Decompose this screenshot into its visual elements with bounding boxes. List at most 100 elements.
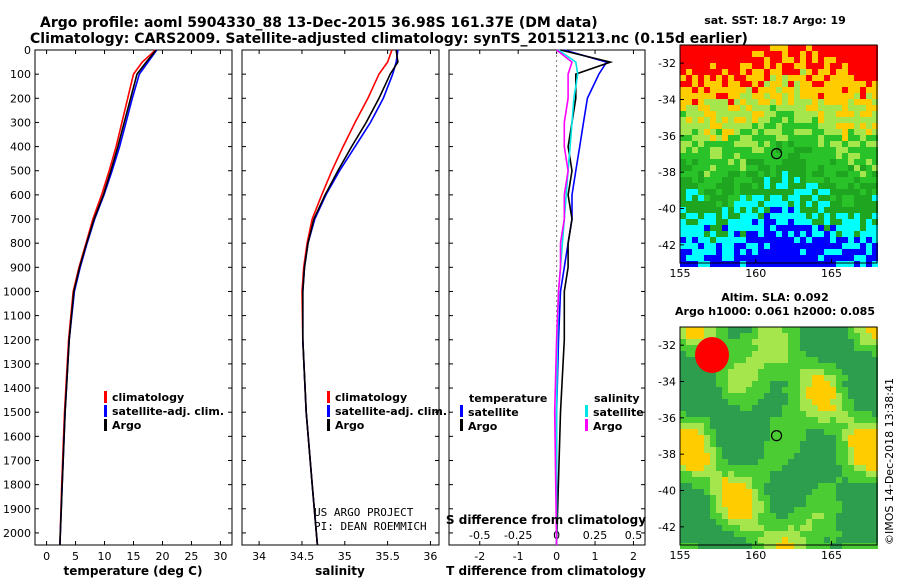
map-cell xyxy=(758,381,764,387)
map-cell xyxy=(752,441,758,447)
map-cell xyxy=(782,369,788,375)
map-cell xyxy=(776,45,782,51)
legend-label-satellite: satellite-adj. clim. xyxy=(112,405,224,418)
map-cell xyxy=(764,327,770,333)
map-cell xyxy=(788,507,794,513)
map-cell xyxy=(872,429,878,435)
map-cell xyxy=(680,525,686,531)
map-cell xyxy=(842,441,848,447)
map-cell xyxy=(782,177,788,183)
map-cell xyxy=(722,519,728,525)
map-cell xyxy=(758,387,764,393)
map-cell xyxy=(830,117,836,123)
title-line-1: Argo profile: aoml 5904330_88 13-Dec-201… xyxy=(40,15,598,31)
depth-tick-label: 1700 xyxy=(3,454,31,467)
map-cell xyxy=(746,417,752,423)
map-cell xyxy=(836,165,842,171)
map-cell xyxy=(812,525,818,531)
map-cell xyxy=(686,453,692,459)
map-cell xyxy=(836,237,842,243)
map-cell xyxy=(782,141,788,147)
map-cell xyxy=(800,501,806,507)
map-cell xyxy=(818,453,824,459)
map-cell xyxy=(818,417,824,423)
map-cell xyxy=(752,213,758,219)
map-cell xyxy=(764,459,770,465)
map-cell xyxy=(776,531,782,537)
map-cell xyxy=(806,369,812,375)
map-cell xyxy=(686,237,692,243)
map-cell xyxy=(806,513,812,519)
map-cell xyxy=(746,537,752,543)
map-cell xyxy=(824,459,830,465)
map-cell xyxy=(794,75,800,81)
map-cell xyxy=(734,165,740,171)
map-cell xyxy=(788,477,794,483)
map-cell xyxy=(854,231,860,237)
map-cell xyxy=(692,471,698,477)
map-cell xyxy=(704,381,710,387)
map-cell xyxy=(698,369,704,375)
map-cell xyxy=(710,483,716,489)
sla-map-subtitle: Argo h1000: 0.061 h2000: 0.085 xyxy=(675,305,875,318)
map-cell xyxy=(788,489,794,495)
map-cell xyxy=(734,147,740,153)
map-cell xyxy=(794,123,800,129)
map-cell xyxy=(704,495,710,501)
map-cell xyxy=(836,207,842,213)
map-cell xyxy=(788,537,794,543)
map-cell xyxy=(728,213,734,219)
map-cell xyxy=(812,543,818,549)
map-cell xyxy=(752,45,758,51)
map-cell xyxy=(686,93,692,99)
map-cell xyxy=(788,471,794,477)
map-cell xyxy=(740,261,746,267)
map-cell xyxy=(812,495,818,501)
x-tick-label: 15 xyxy=(127,550,141,563)
map-cell xyxy=(698,531,704,537)
map-cell xyxy=(788,201,794,207)
map-cell xyxy=(758,81,764,87)
map-cell xyxy=(800,411,806,417)
argo-location-marker xyxy=(770,148,783,160)
map-cell xyxy=(788,207,794,213)
map-cell xyxy=(686,165,692,171)
map-cell xyxy=(794,93,800,99)
map-cell xyxy=(710,183,716,189)
map-cell xyxy=(704,201,710,207)
map-cell xyxy=(686,429,692,435)
map-cell xyxy=(704,435,710,441)
map-frame xyxy=(679,44,878,264)
map-cell xyxy=(872,159,878,165)
map-cell xyxy=(692,231,698,237)
map-cell xyxy=(818,333,824,339)
map-cell xyxy=(824,447,830,453)
map-cell xyxy=(812,219,818,225)
map-cell xyxy=(830,483,836,489)
map-cell xyxy=(740,249,746,255)
map-cell xyxy=(824,453,830,459)
map-cell xyxy=(800,75,806,81)
map-cell xyxy=(830,189,836,195)
map-cell xyxy=(848,453,854,459)
map-cell xyxy=(770,171,776,177)
map-cell xyxy=(812,513,818,519)
imos-stamp: ©IMOS 14-Dec-2018 13:38:41 xyxy=(883,378,896,545)
map-cell xyxy=(854,183,860,189)
map-cell xyxy=(866,129,872,135)
map-cell xyxy=(872,441,878,447)
map-cell xyxy=(848,531,854,537)
map-cell xyxy=(854,201,860,207)
map-cell xyxy=(686,105,692,111)
map-cell xyxy=(872,225,878,231)
map-cell xyxy=(776,117,782,123)
map-cell xyxy=(704,519,710,525)
map-cell xyxy=(866,483,872,489)
map-cell xyxy=(782,255,788,261)
map-cell xyxy=(812,87,818,93)
map-cell xyxy=(686,345,692,351)
map-cell xyxy=(764,75,770,81)
map-x-tick-label: 155 xyxy=(670,267,691,280)
map-cell xyxy=(866,435,872,441)
map-cell xyxy=(842,369,848,375)
